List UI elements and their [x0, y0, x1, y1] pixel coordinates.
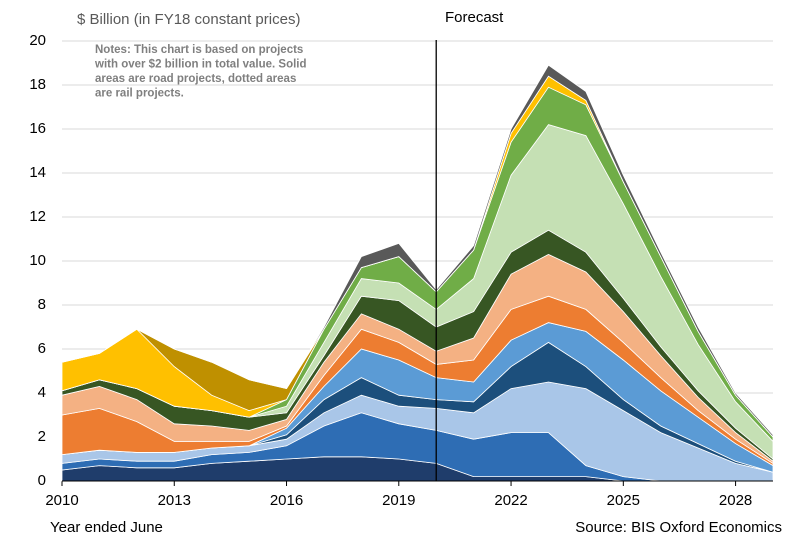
y-tick-label: 0	[38, 472, 46, 489]
y-tick-label: 18	[29, 76, 46, 93]
y-tick-label: 4	[38, 384, 46, 401]
chart-title: $ Billion (in FY18 constant prices)	[77, 11, 300, 28]
x-tick-label: 2016	[270, 492, 303, 509]
y-tick-label: 2	[38, 428, 46, 445]
y-tick-label: 16	[29, 120, 46, 137]
note: with over $2 billion in total value. Sol…	[94, 59, 307, 71]
note: Notes: This chart is based on projects	[95, 44, 303, 56]
y-tick-label: 8	[38, 296, 46, 313]
x-tick-label: 2022	[494, 492, 527, 509]
y-tick-label: 10	[29, 252, 46, 269]
y-tick-label: 6	[38, 340, 46, 357]
note: areas are road projects, dotted areas	[95, 73, 296, 85]
y-tick-label: 12	[29, 208, 46, 225]
x-axis-label: Year ended June	[50, 519, 163, 536]
x-tick-label: 2010	[45, 492, 78, 509]
y-tick-label: 14	[29, 164, 46, 181]
note: are rail projects.	[95, 88, 184, 100]
source: Source: BIS Oxford Economics	[575, 519, 782, 536]
x-tick-label: 2019	[382, 492, 415, 509]
forecast-label: Forecast	[445, 9, 504, 26]
y-tick-label: 20	[29, 32, 46, 49]
area	[61, 64, 774, 439]
x-tick-label: 2025	[607, 492, 640, 509]
x-tick-label: 2013	[158, 492, 191, 509]
x-tick-label: 2028	[719, 492, 752, 509]
